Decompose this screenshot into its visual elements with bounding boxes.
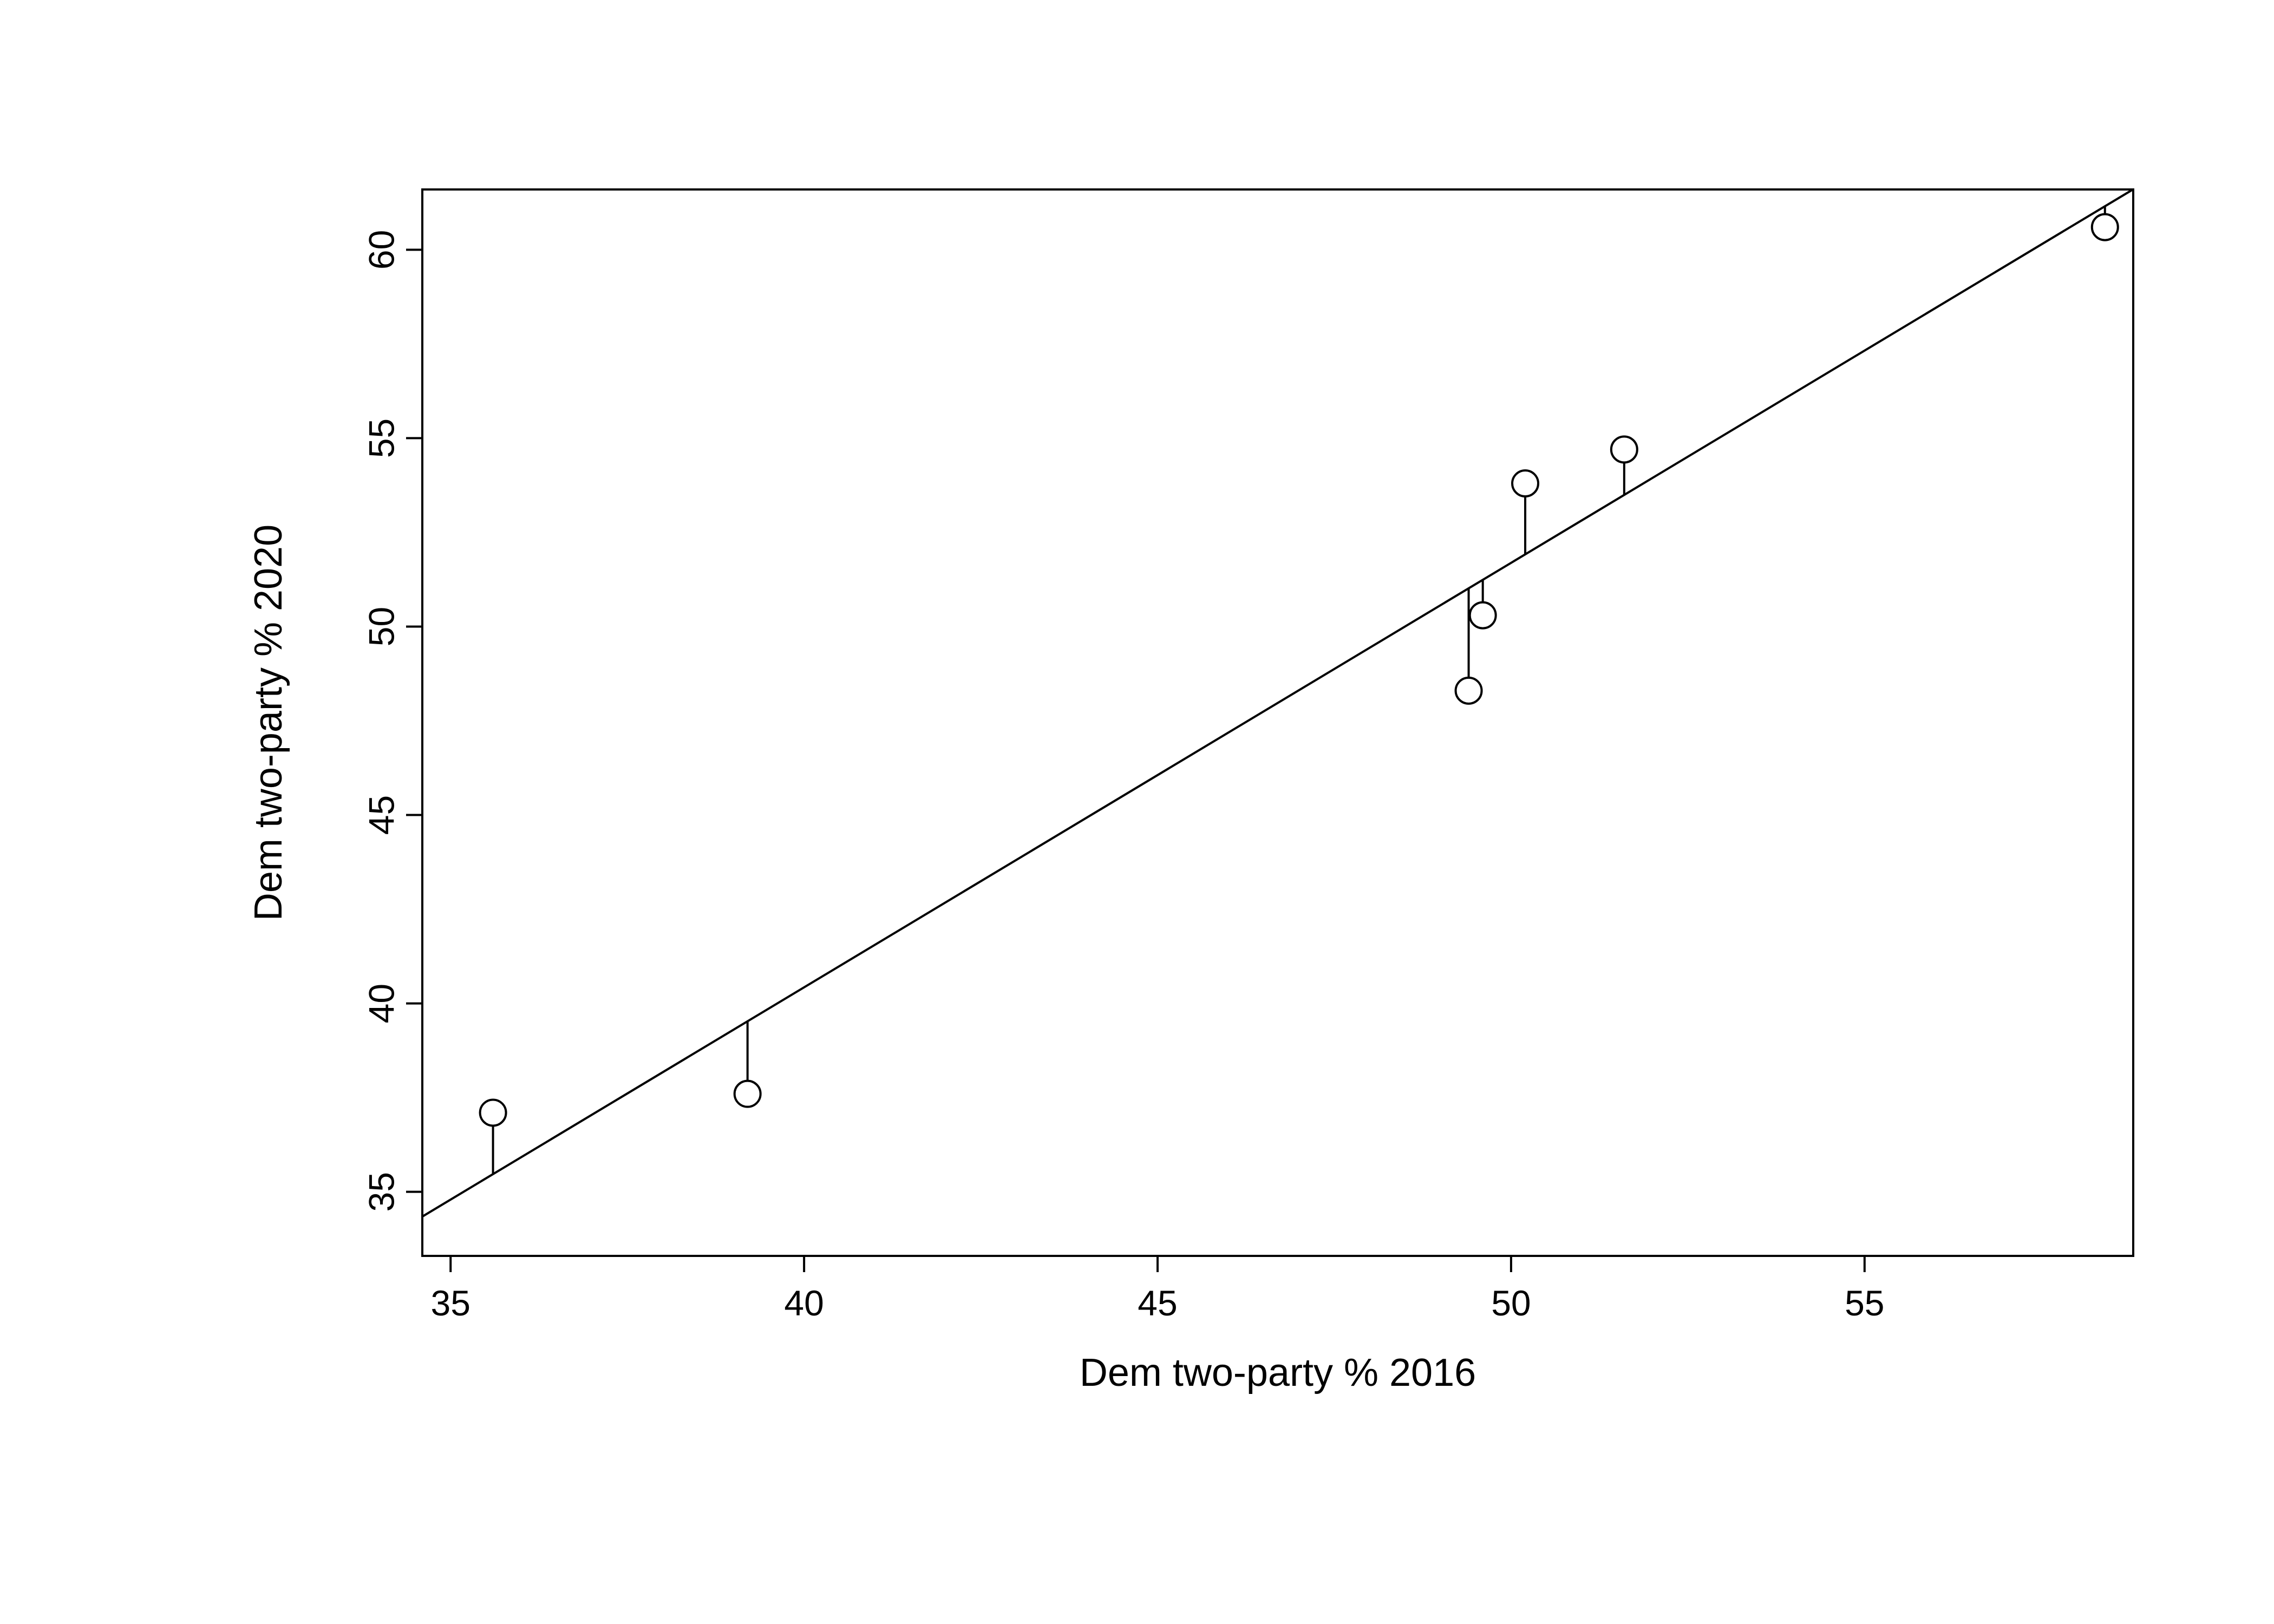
y-tick-label: 45 [361, 795, 401, 835]
y-tick-label: 60 [361, 230, 401, 270]
x-tick-label: 45 [1138, 1283, 1177, 1323]
y-tick-label: 40 [361, 984, 401, 1023]
x-tick-label: 35 [431, 1283, 471, 1323]
y-axis-label: Dem two-party % 2020 [247, 525, 290, 921]
regression-line [422, 189, 2133, 1217]
y-tick-label: 55 [361, 418, 401, 458]
data-point [1470, 603, 1496, 628]
data-point [480, 1099, 506, 1125]
x-axis-label: Dem two-party % 2016 [1080, 1351, 1476, 1394]
y-tick-label: 50 [361, 607, 401, 646]
scatter-chart: 35 40 45 50 55 Dem two-party % 2016 35 40 45 50 55… [0, 0, 2274, 1624]
x-tick-label: 50 [1491, 1283, 1531, 1323]
data-point [2092, 214, 2118, 240]
plot-content [422, 189, 2133, 1217]
y-tick-label: 35 [361, 1172, 401, 1212]
data-point [1611, 436, 1637, 462]
x-tick-label: 55 [1845, 1283, 1884, 1323]
x-tick-label: 40 [784, 1283, 824, 1323]
data-point [1456, 678, 1482, 704]
data-point [735, 1081, 761, 1107]
plot-border [422, 189, 2133, 1256]
data-point [1512, 470, 1538, 496]
